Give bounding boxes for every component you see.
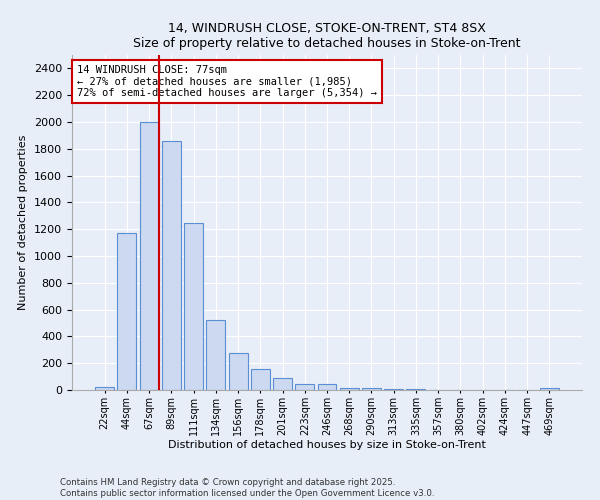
Bar <box>540 388 559 390</box>
Bar <box>140 122 158 390</box>
Bar <box>340 388 359 390</box>
Bar <box>162 141 181 390</box>
Bar <box>229 353 248 390</box>
Bar <box>295 384 314 390</box>
Bar <box>95 386 114 390</box>
Y-axis label: Number of detached properties: Number of detached properties <box>19 135 28 310</box>
Bar <box>206 320 225 390</box>
Bar <box>362 388 381 390</box>
Bar <box>317 384 337 390</box>
Text: 14 WINDRUSH CLOSE: 77sqm
← 27% of detached houses are smaller (1,985)
72% of sem: 14 WINDRUSH CLOSE: 77sqm ← 27% of detach… <box>77 65 377 98</box>
Text: Contains HM Land Registry data © Crown copyright and database right 2025.
Contai: Contains HM Land Registry data © Crown c… <box>60 478 434 498</box>
Bar <box>118 233 136 390</box>
X-axis label: Distribution of detached houses by size in Stoke-on-Trent: Distribution of detached houses by size … <box>168 440 486 450</box>
Bar <box>184 223 203 390</box>
Title: 14, WINDRUSH CLOSE, STOKE-ON-TRENT, ST4 8SX
Size of property relative to detache: 14, WINDRUSH CLOSE, STOKE-ON-TRENT, ST4 … <box>133 22 521 50</box>
Bar <box>273 378 292 390</box>
Bar <box>384 389 403 390</box>
Bar <box>251 369 270 390</box>
